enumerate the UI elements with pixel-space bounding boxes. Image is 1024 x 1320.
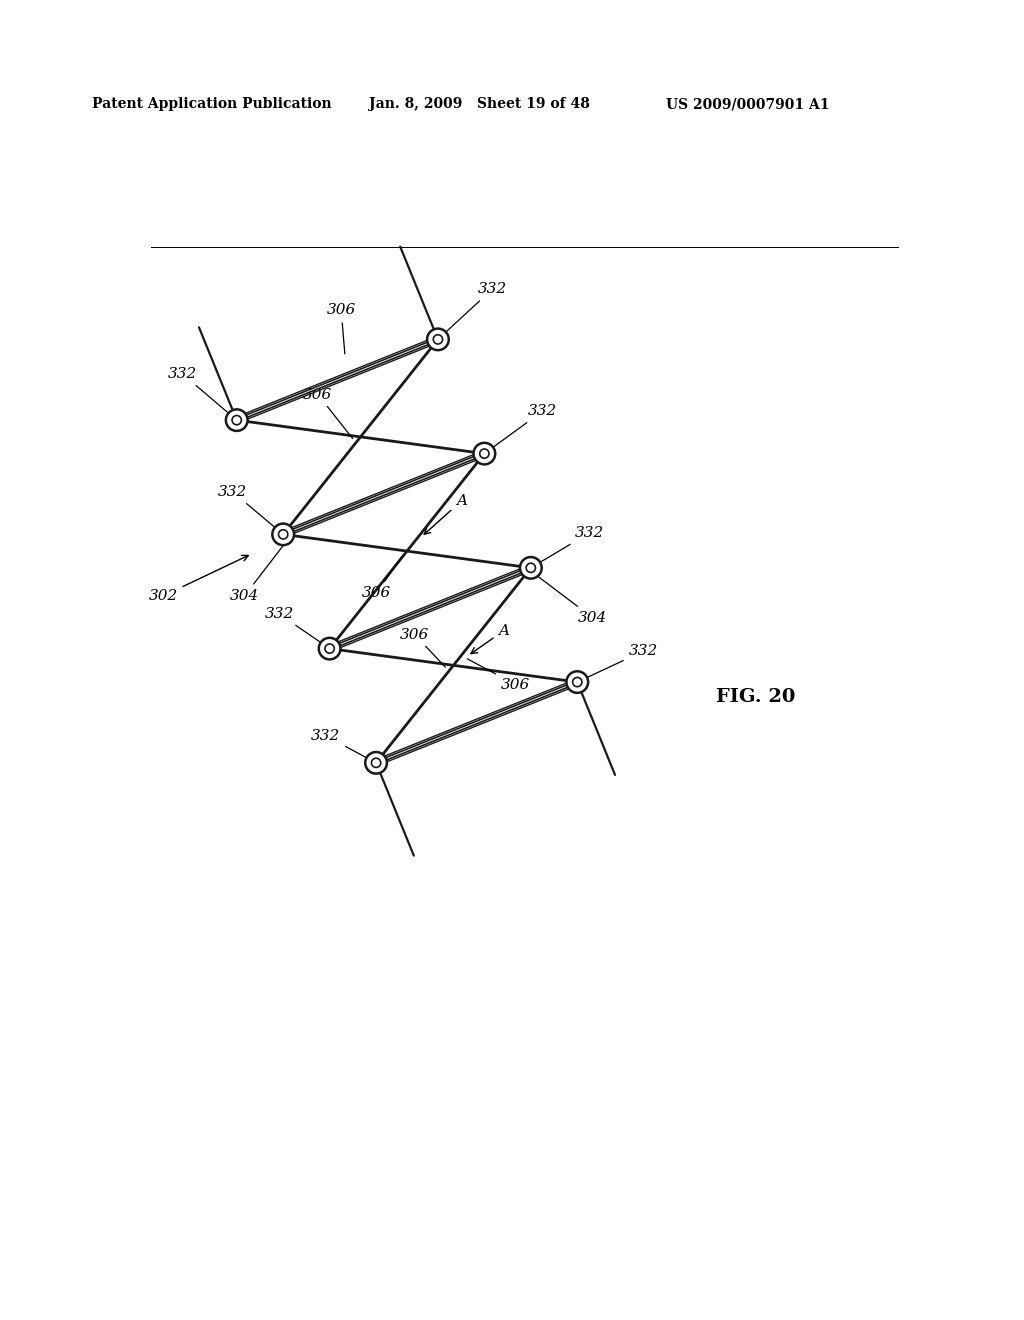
Text: 332: 332 (440, 282, 507, 338)
Text: 306: 306 (303, 388, 352, 438)
Text: 306: 306 (468, 659, 530, 692)
Text: 332: 332 (168, 367, 234, 418)
Circle shape (226, 409, 248, 430)
Text: 302: 302 (148, 556, 248, 603)
Circle shape (433, 335, 442, 345)
Circle shape (526, 564, 536, 573)
Circle shape (566, 672, 588, 693)
Circle shape (279, 529, 288, 539)
Circle shape (325, 644, 334, 653)
Text: 332: 332 (580, 644, 657, 681)
Text: US 2009/0007901 A1: US 2009/0007901 A1 (666, 98, 829, 111)
Text: 304: 304 (229, 543, 286, 603)
Circle shape (366, 752, 387, 774)
Circle shape (372, 758, 381, 767)
Text: A: A (424, 494, 467, 535)
Text: 306: 306 (327, 304, 355, 354)
Circle shape (427, 329, 449, 350)
Text: 306: 306 (361, 557, 401, 601)
Circle shape (479, 449, 489, 458)
Text: 332: 332 (218, 484, 281, 532)
Text: 332: 332 (486, 404, 557, 451)
Text: Patent Application Publication: Patent Application Publication (92, 98, 332, 111)
Circle shape (473, 442, 496, 465)
Text: A: A (471, 623, 509, 653)
Text: 332: 332 (534, 527, 603, 566)
Text: Jan. 8, 2009   Sheet 19 of 48: Jan. 8, 2009 Sheet 19 of 48 (369, 98, 590, 111)
Circle shape (572, 677, 582, 686)
Text: 306: 306 (400, 627, 445, 667)
Circle shape (520, 557, 542, 578)
Circle shape (232, 416, 242, 425)
Circle shape (272, 524, 294, 545)
Text: 304: 304 (537, 576, 607, 624)
Text: 332: 332 (311, 729, 374, 762)
Circle shape (318, 638, 340, 660)
Text: FIG. 20: FIG. 20 (716, 689, 796, 706)
Text: 332: 332 (264, 607, 328, 647)
